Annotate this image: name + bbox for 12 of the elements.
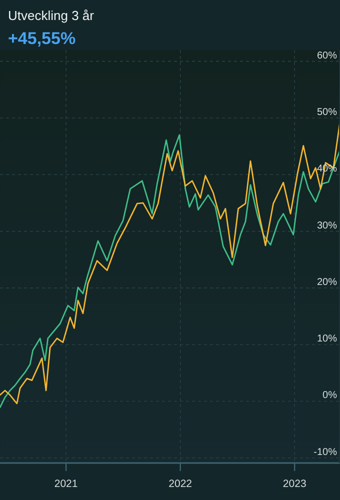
y-tick-label: 60% xyxy=(316,50,338,62)
y-tick-label: -10% xyxy=(314,446,338,458)
y-tick-label: 20% xyxy=(316,276,338,288)
y-tick-label: 10% xyxy=(316,334,338,345)
y-tick-label: 50% xyxy=(316,106,338,118)
x-tick-label: 2021 xyxy=(54,478,78,490)
y-tick-label: 30% xyxy=(316,220,338,232)
chart-title: Utveckling 3 år xyxy=(8,8,94,23)
x-tick-label: 2023 xyxy=(282,478,306,490)
chart-subtitle: +45,55% xyxy=(8,29,76,49)
x-tick-label: 2022 xyxy=(168,478,192,490)
y-tick-label: 0% xyxy=(322,390,338,402)
